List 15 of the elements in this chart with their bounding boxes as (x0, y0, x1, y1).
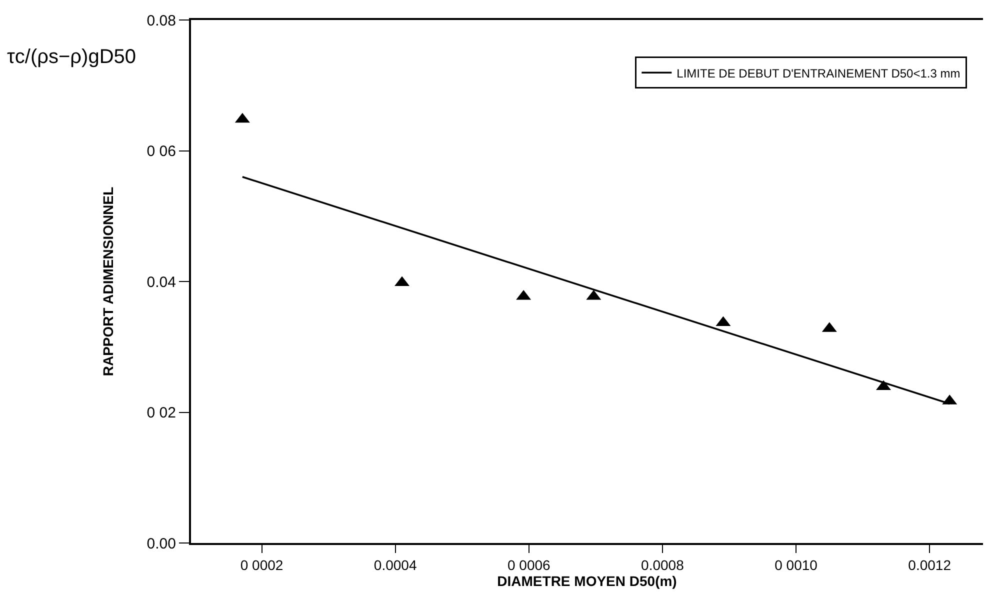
y-tick-label: 0 06 (146, 143, 176, 160)
y-tick-label: 0.00 (146, 535, 176, 552)
x-tick-label: 0 0002 (240, 556, 284, 573)
x-tick-label: 0.0012 (908, 556, 952, 573)
y-tick-label: 0 02 (146, 404, 176, 422)
legend-label: LIMITE DE DEBUT D'ENTRAINEMENT D50<1.3 mm (676, 66, 960, 80)
x-axis-title: DIAMETRE MOYEN D50(m) (497, 572, 677, 589)
x-tick-label: 0.0004 (374, 556, 417, 573)
x-tick-label: 0 0010 (774, 556, 818, 573)
y-tick-label: 0.08 (146, 12, 176, 30)
x-tick-label: 0 0006 (507, 556, 551, 573)
y-tick-label: 0.04 (146, 274, 176, 291)
text: τc/(ρs−ρ)gD50 (7, 46, 136, 68)
x-tick-label: 0.0008 (641, 556, 684, 573)
y-axis-title: RAPPORT ADIMENSIONNEL (100, 186, 116, 376)
